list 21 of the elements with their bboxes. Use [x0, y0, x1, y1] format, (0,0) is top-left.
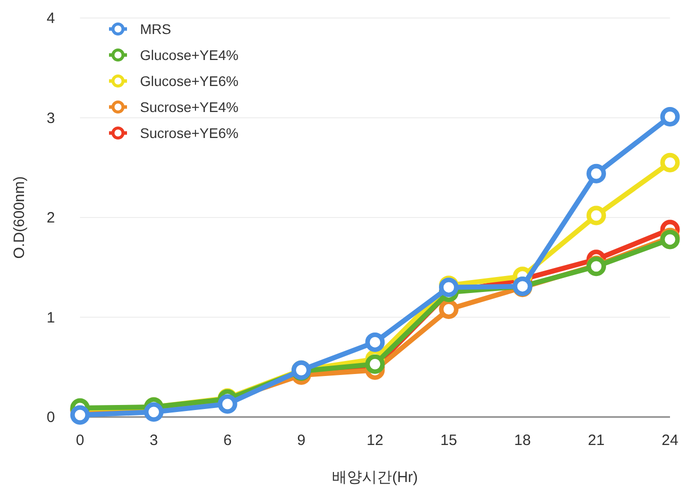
legend-label: Glucose+YE6% — [140, 73, 238, 89]
x-axis-title: 배양시간(Hr) — [332, 469, 418, 486]
x-tick-label: 24 — [662, 432, 678, 449]
x-tick-label: 18 — [514, 432, 531, 449]
x-tick-label: 0 — [76, 432, 84, 449]
x-tick-label: 3 — [150, 432, 158, 449]
legend-label: Sucrose+YE4% — [140, 99, 238, 115]
y-tick-label: 4 — [46, 10, 55, 27]
y-tick-label: 2 — [46, 210, 55, 226]
legend-label: MRS — [140, 21, 172, 37]
x-tick-label: 9 — [297, 432, 306, 449]
y-axis-title: O.D(600nm) — [11, 176, 28, 259]
y-tick-label: 0 — [46, 409, 55, 426]
x-tick-label: 15 — [440, 432, 458, 449]
x-tick-label: 6 — [223, 432, 232, 449]
x-tick-label: 12 — [366, 432, 384, 449]
y-tick-label: 3 — [46, 110, 55, 127]
legend-label: Sucrose+YE6% — [140, 125, 238, 141]
legend-label: Glucose+YE4% — [140, 47, 238, 63]
x-tick-label: 21 — [588, 432, 605, 449]
y-tick-label: 1 — [46, 309, 55, 326]
